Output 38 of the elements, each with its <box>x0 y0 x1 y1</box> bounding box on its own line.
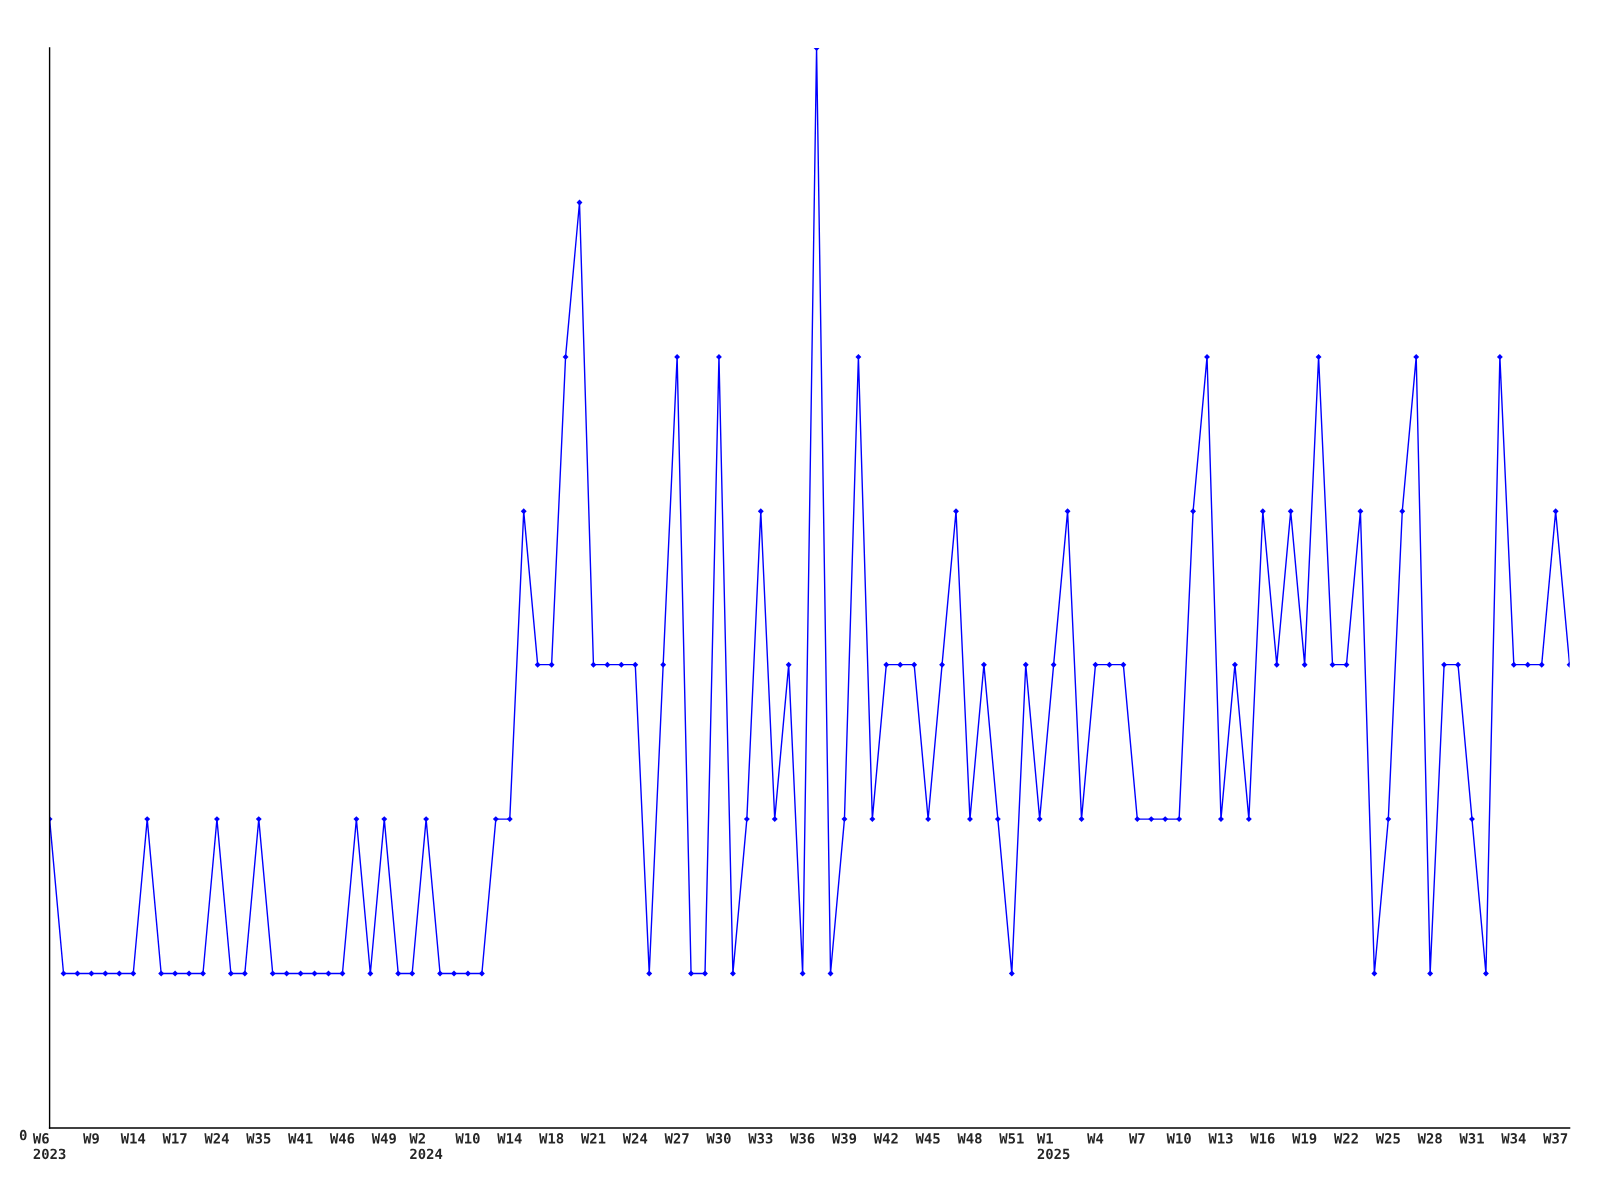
x-tick-label: W31 <box>1459 1133 1484 1144</box>
x-tick-label: W7 <box>1128 1133 1145 1144</box>
x-tick-label: W18 <box>539 1133 564 1144</box>
x-tick-label: W30 <box>706 1133 731 1144</box>
x-tick-label: W10 <box>455 1133 480 1144</box>
x-tick-label: W13 <box>1208 1133 1233 1144</box>
x-tick-label: W46 <box>329 1133 355 1144</box>
x-tick-label: W25 <box>1375 1133 1400 1144</box>
x-tick-label: W41 <box>288 1133 313 1144</box>
x-tick-label: W17 <box>162 1133 187 1144</box>
x-tick-label: W28 <box>1417 1133 1442 1144</box>
x-tick-label: W49 <box>371 1133 396 1144</box>
x-tick-label: W37 <box>1543 1133 1568 1144</box>
x-tick-label: W1 2025 <box>1036 1133 1070 1160</box>
x-tick-label: W4 <box>1087 1133 1104 1144</box>
x-tick-label: W2 2024 <box>409 1133 443 1160</box>
x-tick-label: W27 <box>664 1133 689 1144</box>
x-tick-label: W16 <box>1250 1133 1275 1144</box>
x-tick-label: W24 <box>204 1133 229 1144</box>
x-tick-label: W14 <box>497 1133 522 1144</box>
x-tick-label: W51 <box>999 1133 1024 1144</box>
x-tick-label: W24 <box>622 1133 648 1144</box>
x-tick-label: W9 <box>83 1133 99 1144</box>
x-tick-label: W35 <box>246 1133 271 1144</box>
x-tick-label: W36 <box>790 1133 815 1144</box>
x-tick-label: W6 2023 <box>32 1133 66 1160</box>
x-tick-label: W42 <box>873 1133 898 1144</box>
x-tick-label: W48 <box>957 1133 982 1144</box>
x-tick-label: W34 <box>1501 1133 1526 1144</box>
x-tick-label: W10 <box>1166 1133 1191 1144</box>
x-tick-label: W33 <box>748 1133 773 1144</box>
x-tick-label: W19 <box>1292 1133 1317 1144</box>
x-tick-label: W14 <box>120 1133 146 1144</box>
x-tick-label: W45 <box>915 1133 940 1144</box>
text: 0 <box>19 1129 27 1141</box>
x-tick-label: W39 <box>831 1133 857 1144</box>
x-tick-label: W21 <box>580 1133 606 1144</box>
x-tick-label: W22 <box>1333 1133 1358 1144</box>
